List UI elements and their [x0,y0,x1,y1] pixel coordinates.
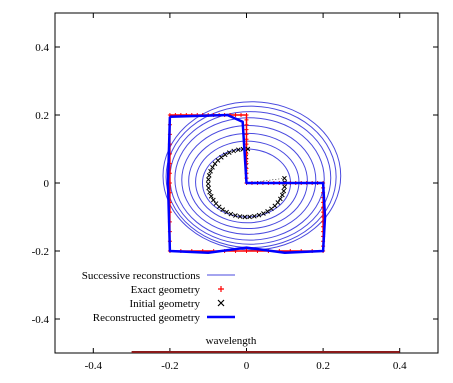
initial-geometry-point [222,152,228,158]
legend-label: Successive reconstructions [82,270,200,282]
y-tick-label: 0.4 [35,42,49,54]
initial-geometry-point [275,200,281,205]
axis-ticks [55,13,438,353]
exact-geometry-point [244,122,249,127]
annotation-label: wavelength [206,335,257,347]
exact-geometry-point [233,113,238,117]
initial-geometry [205,146,288,220]
initial-geometry-point [247,214,252,220]
initial-geometry-point [206,185,211,191]
x-tick-label: -0.2 [161,360,178,372]
exact-geometry-point [244,137,249,142]
initial-geometry-point [256,212,262,218]
initial-geometry-point [212,161,218,167]
successive-reconstruction-curve [165,105,337,249]
initial-geometry-point [233,213,238,218]
successive-reconstruction-curve [181,125,317,235]
exact-geometry-point [244,249,249,253]
successive-reconstructions [162,101,342,251]
reconstructed-geometry [166,113,327,254]
x-tick-label: 0 [244,360,250,372]
legend-swatch [218,286,224,292]
initial-geometry-point [277,196,283,202]
initial-geometry-point [265,209,270,214]
legend: Successive reconstructions Exact geometry… [82,270,235,324]
initial-geometry-point [228,211,234,217]
initial-geometry-point [252,213,257,219]
initial-geometry-point [231,148,237,154]
successive-reconstruction-curve [169,111,332,245]
legend-swatch [217,299,225,307]
initial-geometry-point [224,209,229,215]
initial-geometry-point [279,192,285,198]
exact-geometry-point [244,127,249,132]
initial-geometry-point [206,177,211,182]
y-tick-label: -0.2 [32,246,49,258]
initial-geometry-point [235,147,241,153]
axis-tick-labels: -0.4 -0.2 0 0.2 0.4 -0.4 -0.2 0 0.2 0.4 [32,42,407,372]
initial-geometry-point [281,188,287,194]
successive-reconstruction-curve [162,101,342,251]
legend-label: Exact geometry [131,284,201,296]
x-tick-label: 0.2 [316,360,330,372]
x-tick-label: 0.4 [393,360,407,372]
initial-geometry-point [220,207,226,212]
legend-label: Initial geometry [129,298,200,310]
y-tick-label: -0.4 [32,314,50,326]
initial-geometry-point [208,168,213,174]
initial-geometry-point [210,165,215,170]
initial-geometry-point [237,214,243,219]
successive-reconstruction-curve [188,132,308,230]
reconstructed-geometry-curve [166,113,327,254]
initial-geometry-point [242,214,248,220]
initial-geometry-point [210,197,216,203]
successive-reconstruction-curve [174,117,325,241]
exact-geometry-point [239,113,244,117]
y-tick-label: 0 [44,178,50,190]
initial-geometry-point [205,181,211,187]
initial-geometry-wedge [246,149,285,184]
initial-geometry-point [261,211,266,216]
initial-geometry-point [207,189,212,195]
exact-geometry-point [244,117,249,122]
y-tick-label: 0.2 [35,110,49,122]
initial-geometry-point [206,172,212,178]
x-tick-label: -0.4 [85,360,103,372]
legend-label: Reconstructed geometry [93,312,201,324]
exact-geometry-point [244,113,249,117]
initial-geometry-point [282,184,287,190]
exact-geometry-point [244,132,249,137]
initial-geometry-point [226,150,232,155]
initial-geometry-point [216,204,222,210]
initial-geometry-point [208,193,214,199]
